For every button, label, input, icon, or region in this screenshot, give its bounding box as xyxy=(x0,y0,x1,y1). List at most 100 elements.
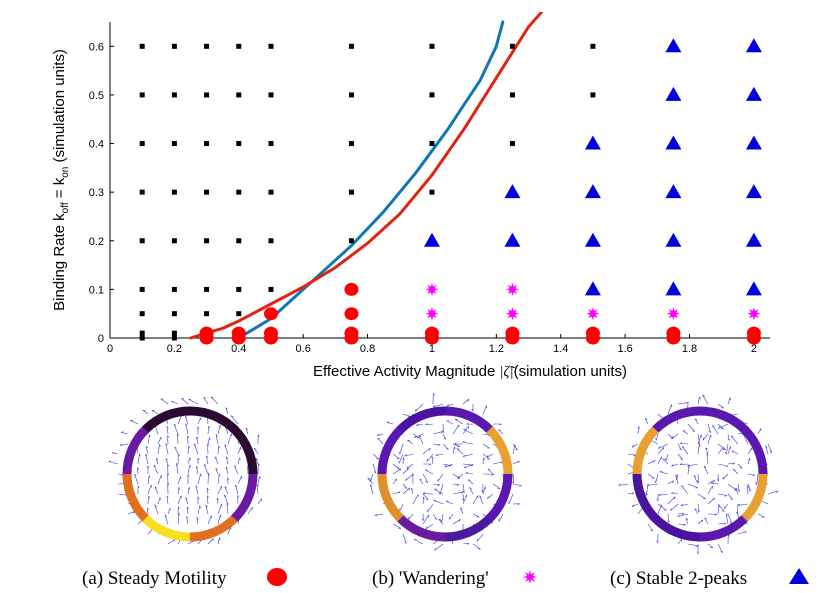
no-pattern-square-marker xyxy=(590,43,596,49)
no-pattern-square-marker xyxy=(171,92,177,98)
two-peaks-triangle-marker xyxy=(745,184,762,199)
no-pattern-square-marker xyxy=(171,330,177,336)
two-peaks-triangle-marker xyxy=(584,232,601,247)
steady-motility-circle-marker xyxy=(344,282,359,296)
y-tick-label: 0 xyxy=(98,333,104,345)
two-peaks-triangle-marker xyxy=(584,281,601,296)
no-pattern-square-marker xyxy=(171,311,177,317)
no-pattern-square-marker xyxy=(236,286,242,292)
no-pattern-square-marker xyxy=(139,330,145,336)
no-pattern-square-marker xyxy=(204,189,210,195)
steady-motility-circle-marker xyxy=(263,307,278,321)
caption-c-triangle-marker xyxy=(789,568,809,584)
two-peaks-triangle-marker xyxy=(504,184,521,199)
no-pattern-square-marker xyxy=(590,92,596,98)
steady-motility-ring xyxy=(108,396,262,545)
x-tick-label: 0.6 xyxy=(296,343,311,355)
x-tick-label: 0 xyxy=(107,343,113,355)
two-peaks-triangle-marker xyxy=(745,232,762,247)
caption-b-star-marker xyxy=(523,570,537,584)
velocity-field xyxy=(367,393,522,551)
two-peaks-triangle-marker xyxy=(665,135,682,150)
caption-b-text: (b) 'Wandering' xyxy=(372,568,489,589)
steady-motility-circle-marker xyxy=(746,326,761,340)
no-pattern-square-marker xyxy=(236,92,242,98)
membrane-ring xyxy=(122,406,258,542)
no-pattern-square-marker xyxy=(236,141,242,147)
steady-motility-circle-marker xyxy=(231,326,246,340)
x-tick-label: 1.8 xyxy=(682,343,697,355)
x-tick-label: 0.8 xyxy=(360,343,375,355)
two-peaks-triangle-marker xyxy=(745,281,762,296)
steady-motility-circle-marker xyxy=(344,307,359,321)
no-pattern-square-marker xyxy=(268,238,274,244)
x-tick-label: 1.2 xyxy=(489,343,504,355)
no-pattern-square-marker xyxy=(204,92,210,98)
no-pattern-square-marker xyxy=(171,286,177,292)
no-pattern-square-marker xyxy=(139,311,145,317)
x-tick-label: 0.4 xyxy=(231,343,246,355)
x-ticks: 0 0.2 0.4 0.6 0.8 1 1.2 1.4 1.6 1.8 2 xyxy=(107,334,757,355)
two-peaks-triangle-marker xyxy=(584,184,601,199)
two-peaks-triangle-marker xyxy=(584,135,601,150)
star-shape xyxy=(523,570,537,584)
no-pattern-square-marker xyxy=(171,335,177,341)
two-peaks-triangle-marker xyxy=(665,38,682,53)
no-pattern-square-marker xyxy=(348,189,354,195)
red-boundary-curve xyxy=(189,12,543,340)
caption-c-text: (c) Stable 2-peaks xyxy=(610,568,747,589)
wandering-star-marker xyxy=(747,307,761,321)
steady-motility-circle-marker xyxy=(424,326,439,340)
no-pattern-square-marker xyxy=(268,141,274,147)
two-peaks-triangle-marker xyxy=(745,86,762,101)
no-pattern-square-marker xyxy=(268,43,274,49)
two-peaks-triangle-marker xyxy=(665,86,682,101)
caption-a-circle-marker xyxy=(267,568,287,586)
membrane-ring xyxy=(632,406,768,542)
no-pattern-square-marker xyxy=(509,92,515,98)
steady-motility-circle-marker xyxy=(666,326,681,340)
two-peaks-triangle-marker xyxy=(665,281,682,296)
no-pattern-square-marker xyxy=(139,189,145,195)
wandering-star-marker xyxy=(425,282,439,296)
no-pattern-square-marker xyxy=(139,141,145,147)
no-pattern-square-marker xyxy=(236,311,242,317)
no-pattern-square-marker xyxy=(348,43,354,49)
no-pattern-square-marker xyxy=(236,189,242,195)
membrane-ring xyxy=(377,406,513,542)
two-peaks-triangle-marker xyxy=(745,38,762,53)
y-tick-label: 0.4 xyxy=(89,139,104,151)
x-tick-label: 1.4 xyxy=(553,343,568,355)
no-pattern-square-marker xyxy=(204,43,210,49)
no-pattern-square-marker xyxy=(268,286,274,292)
x-tick-label: 1.6 xyxy=(617,343,632,355)
no-pattern-square-marker xyxy=(171,43,177,49)
caption-c: (c) Stable 2-peaks xyxy=(610,568,809,589)
data-markers xyxy=(139,38,762,345)
no-pattern-square-marker xyxy=(139,335,145,341)
no-pattern-square-marker xyxy=(204,286,210,292)
wandering-star-marker xyxy=(666,307,680,321)
wandering-star-marker xyxy=(586,307,600,321)
no-pattern-square-marker xyxy=(171,189,177,195)
x-tick-label: 0.2 xyxy=(167,343,182,355)
steady-motility-circle-marker xyxy=(505,326,520,340)
no-pattern-square-marker xyxy=(509,141,515,147)
steady-motility-circle-marker xyxy=(199,326,214,340)
no-pattern-square-marker xyxy=(139,238,145,244)
caption-a-text: (a) Steady Motility xyxy=(82,568,227,589)
two-peaks-triangle-marker xyxy=(665,232,682,247)
no-pattern-square-marker xyxy=(429,43,435,49)
x-tick-label: 1 xyxy=(429,343,435,355)
no-pattern-square-marker xyxy=(268,189,274,195)
blue-boundary-curve xyxy=(237,20,505,340)
no-pattern-square-marker xyxy=(204,141,210,147)
y-tick-label: 0.1 xyxy=(89,284,104,296)
two-peaks-triangle-marker xyxy=(745,135,762,150)
no-pattern-square-marker xyxy=(509,43,515,49)
no-pattern-square-marker xyxy=(236,238,242,244)
wandering-ring xyxy=(367,393,522,551)
no-pattern-square-marker xyxy=(348,238,354,244)
two-peaks-triangle-marker xyxy=(665,184,682,199)
